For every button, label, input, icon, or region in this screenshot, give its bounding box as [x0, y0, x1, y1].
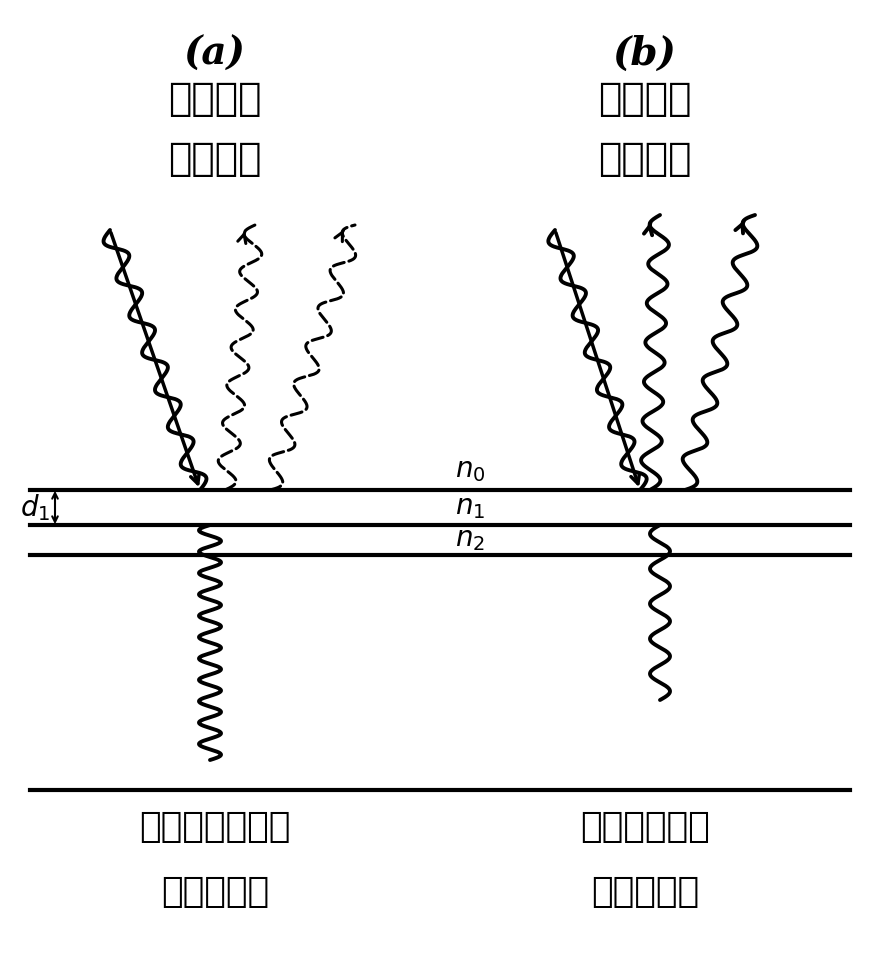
- Text: 相长干涉: 相长干涉: [598, 80, 691, 118]
- Text: 所有入射光透射: 所有入射光透射: [139, 810, 290, 844]
- Text: 进入晶硅层: 进入晶硅层: [161, 875, 269, 909]
- Text: $n_1$: $n_1$: [454, 493, 485, 521]
- Text: 无入射光透射: 无入射光透射: [580, 810, 709, 844]
- Text: 有反射波: 有反射波: [598, 140, 691, 178]
- Text: $d_1$: $d_1$: [20, 492, 50, 523]
- Text: 进入晶硅层: 进入晶硅层: [590, 875, 699, 909]
- Text: 相消干涉: 相消干涉: [168, 80, 262, 118]
- Text: (a): (a): [183, 35, 246, 73]
- Text: $n_0$: $n_0$: [454, 456, 485, 484]
- Text: 无反射波: 无反射波: [168, 140, 262, 178]
- Text: $n_2$: $n_2$: [454, 525, 484, 553]
- Text: (b): (b): [613, 35, 676, 73]
